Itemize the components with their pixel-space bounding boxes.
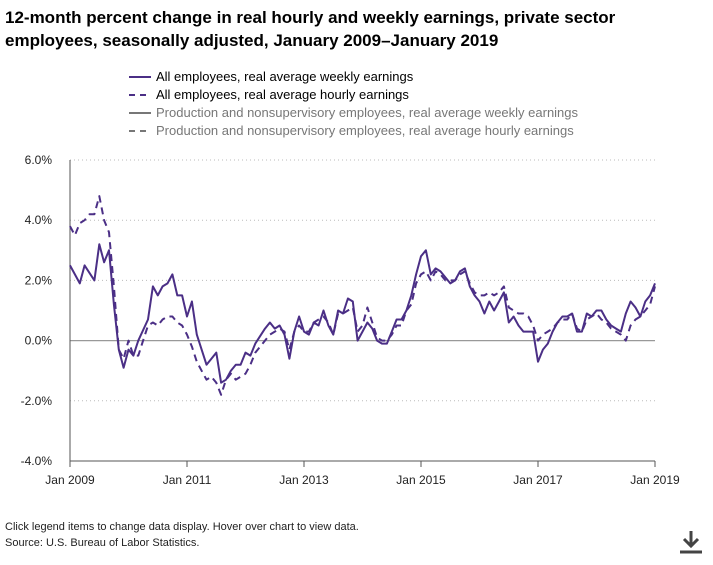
x-tick-label: Jan 2009 <box>45 473 95 487</box>
y-tick-label: -2.0% <box>21 394 53 408</box>
x-tick-label: Jan 2015 <box>396 473 446 487</box>
x-tick-label: Jan 2011 <box>163 473 212 487</box>
legend-label: Production and nonsupervisory employees,… <box>156 123 574 138</box>
y-tick-label: 0.0% <box>25 334 53 348</box>
download-button[interactable] <box>677 528 705 556</box>
grid-lines <box>70 159 655 402</box>
legend-label: All employees, real average weekly earni… <box>156 69 414 84</box>
x-tick-label: Jan 2019 <box>630 473 680 487</box>
x-tick-label: Jan 2013 <box>279 473 329 487</box>
legend-swatch-solid <box>129 76 151 78</box>
y-tick-label: 2.0% <box>25 273 53 287</box>
chart-footer: Click legend items to change data displa… <box>5 519 359 551</box>
y-tick-label: 4.0% <box>25 213 53 227</box>
plot-area[interactable]: -4.0% -2.0% 0.0% 2.0% 4.0% 6.0% Jan 2009 Jan 20… <box>0 0 713 500</box>
y-tick-label: 6.0% <box>25 153 53 167</box>
legend-label: All employees, real average hourly earni… <box>156 87 409 102</box>
axes <box>69 160 656 467</box>
chart-title: 12-month percent change in real hourly a… <box>5 8 616 50</box>
legend-label: Production and nonsupervisory employees,… <box>156 105 579 120</box>
legend-swatch-dashed <box>129 130 151 132</box>
legend-swatch-solid <box>129 112 151 114</box>
usage-note: Click legend items to change data displa… <box>5 521 359 533</box>
series-line-weekly[interactable] <box>69 243 656 384</box>
download-icon <box>680 531 702 554</box>
tick-labels: -4.0% -2.0% 0.0% 2.0% 4.0% 6.0% Jan 2009 Jan 20… <box>21 153 680 487</box>
series-lines <box>69 195 656 396</box>
source-note: Source: U.S. Bureau of Labor Statistics. <box>5 537 200 549</box>
x-tick-label: Jan 2017 <box>513 473 563 487</box>
series-line-hourly[interactable] <box>69 195 656 396</box>
y-tick-label: -4.0% <box>21 454 53 468</box>
legend-swatch-dashed <box>129 94 151 96</box>
